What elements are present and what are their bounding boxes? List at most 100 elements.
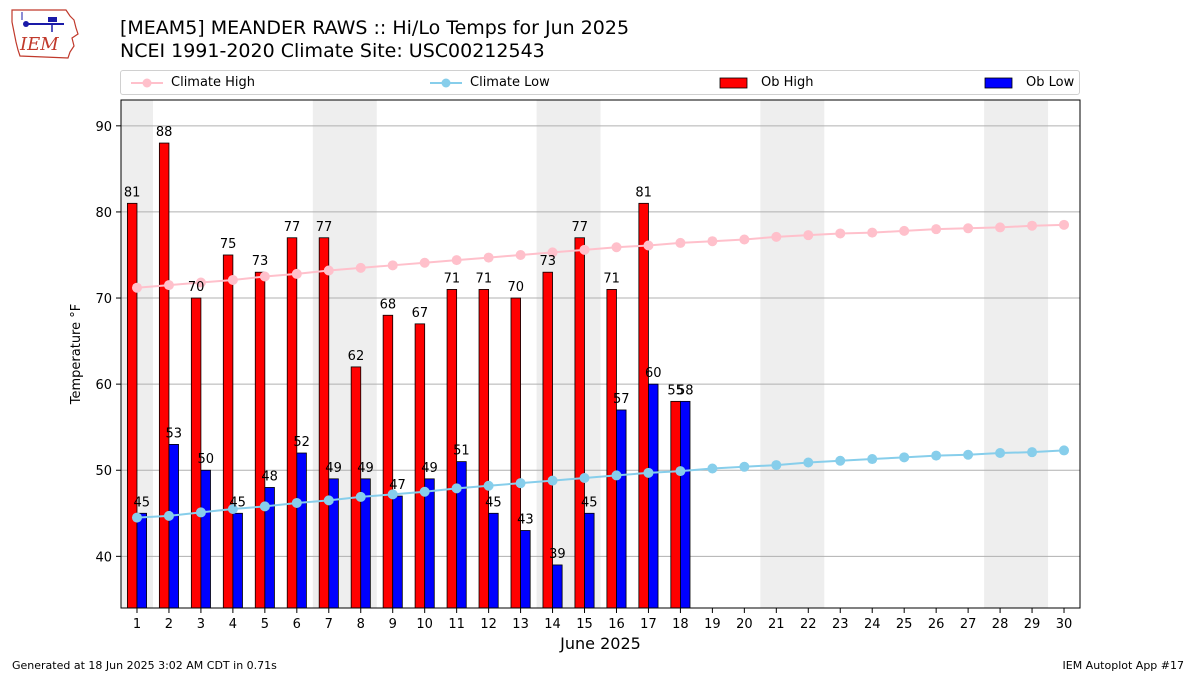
y-axis-label: Temperature °F [69,304,84,405]
ob-low-bar [392,495,403,609]
climate-high-point [643,240,654,251]
x-tick-label: 29 [1024,617,1041,632]
x-tick-label: 22 [800,617,817,632]
climate-high-point [963,223,974,234]
climate-high-point [515,249,526,260]
x-tick-label: 5 [261,617,269,632]
climate-low-point [547,475,558,486]
x-tick-label: 30 [1056,617,1073,632]
y-tick-label: 90 [95,120,112,135]
ob-high-bar [670,400,681,609]
climate-low-point [387,489,398,500]
weekend-band [984,100,1049,608]
climate-low-point [579,472,590,483]
x-tick-label: 26 [928,617,945,632]
ob-low-value-label: 47 [389,478,406,493]
ob-high-bar [638,202,649,609]
x-tick-label: 25 [896,617,913,632]
ob-high-value-label: 71 [603,271,620,286]
legend-ob-low-label: Ob Low [1026,75,1075,90]
x-tick-label: 7 [325,617,333,632]
ob-low-bar [488,512,499,609]
ob-high-value-label: 55 [667,383,684,398]
climate-low-point [451,483,462,494]
climate-high-point [611,242,622,253]
climate-low-point [771,460,782,471]
climate-low-point [195,507,206,518]
climate-high-point [163,280,174,291]
ob-high-value-label: 88 [156,125,173,140]
x-tick-label: 18 [672,617,689,632]
climate-high-point [1027,220,1038,231]
climate-low-point [355,491,366,502]
climate-low-point [739,461,750,472]
ob-low-bar [552,564,563,609]
climate-low-point [995,448,1006,459]
climate-high-point [707,236,718,247]
ob-high-bar [254,271,266,609]
ob-high-value-label: 77 [316,220,333,235]
climate-low-point [483,480,494,491]
ob-high-bar [222,254,234,609]
ob-low-bar [520,530,531,609]
climate-low-point [707,463,718,474]
weekend-band [760,100,825,608]
ob-low-value-label: 45 [581,495,598,510]
climate-high-point [419,257,430,268]
y-tick-label: 70 [95,292,112,307]
climate-low-point [867,454,878,465]
chart-legend: Climate High Climate Low Ob High Ob Low [120,70,1080,95]
climate-high-point [227,274,238,285]
ob-high-bar [350,366,362,609]
climate-low-point [963,449,974,460]
ob-high-value-label: 77 [571,220,588,235]
climate-high-point [387,260,398,271]
x-tick-label: 24 [864,617,881,632]
ob-low-bar [136,512,147,609]
x-tick-label: 11 [448,617,465,632]
climate-high-point [771,231,782,242]
ob-low-bar [200,469,211,609]
ob-low-value-label: 51 [453,444,470,459]
ob-low-bar [616,409,627,609]
ob-high-value-label: 71 [444,271,461,286]
x-axis-label: June 2025 [559,634,641,653]
climate-low-point [675,466,686,477]
ob-low-value-label: 48 [261,469,278,484]
ob-high-bar [318,237,330,609]
x-tick-label: 13 [512,617,529,632]
climate-high-point [483,252,494,263]
y-tick-label: 40 [95,550,112,565]
climate-high-point [579,244,590,255]
climate-high-point [451,255,462,266]
climate-high-point [899,225,910,236]
x-tick-label: 12 [480,617,497,632]
chart-subtitle: NCEI 1991-2020 Climate Site: USC00212543 [120,40,545,62]
x-tick-label: 21 [768,617,785,632]
ob-low-value-label: 45 [229,495,246,510]
ob-high-bar [286,237,298,609]
climate-low-point [803,457,814,468]
climate-high-line [136,223,1065,289]
climate-low-point [515,478,526,489]
ob-low-value-label: 52 [293,435,310,450]
ob-high-bar [574,237,585,609]
x-tick-label: 15 [576,617,593,632]
legend-ob-low-swatch [984,77,1013,89]
climate-high-point [323,265,334,276]
chart-title: [MEAM5] MEANDER RAWS :: Hi/Lo Temps for … [120,17,630,39]
climate-low-point [163,510,174,521]
x-tick-label: 3 [197,617,205,632]
ob-high-value-label: 68 [380,297,397,312]
y-tick-label: 80 [95,206,112,221]
climate-high-point [131,282,142,293]
climate-high-point [547,247,558,258]
ob-low-bar [680,400,691,609]
climate-high-point [739,234,750,245]
x-tick-label: 1 [133,617,141,632]
ob-high-bar [478,289,490,609]
ob-high-value-label: 73 [252,254,269,269]
ob-low-value-label: 49 [421,461,438,476]
x-tick-label: 16 [608,617,625,632]
